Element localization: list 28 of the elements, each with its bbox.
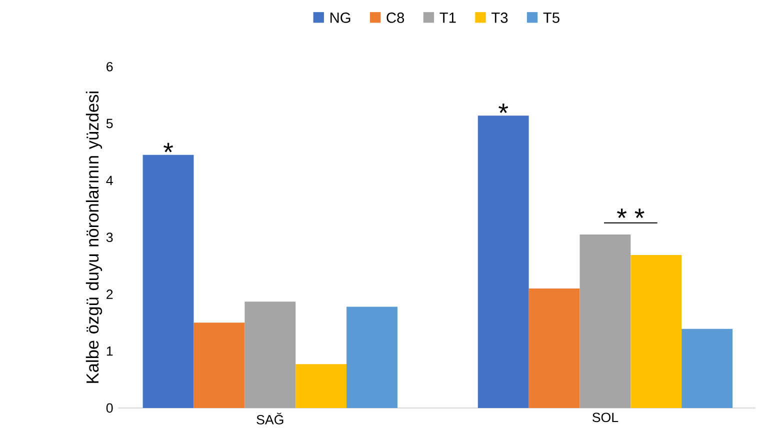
x-tick-label: SOL — [592, 412, 618, 422]
bar — [580, 234, 631, 408]
bar — [478, 116, 529, 408]
bar — [296, 364, 347, 408]
bar — [194, 322, 245, 408]
y-axis-title: Kalbe özgü duyu nöronlarının yüzdesi — [86, 92, 102, 383]
y-tick-label: 5 — [106, 118, 113, 128]
y-tick-label: 2 — [106, 290, 113, 299]
legend-label: C8 — [386, 12, 404, 23]
legend-label: T3 — [491, 12, 508, 23]
bar — [244, 302, 296, 408]
y-tick-label: 0 — [106, 403, 113, 413]
annotation: * — [164, 142, 174, 152]
x-tick-label: SAĞ — [256, 412, 284, 424]
bar — [346, 306, 398, 408]
bar — [528, 288, 580, 408]
legend-label: T1 — [440, 12, 456, 23]
y-tick-label: 4 — [106, 176, 113, 186]
legend-label: T5 — [543, 12, 560, 23]
y-tick-label: 1 — [106, 346, 113, 356]
bar — [142, 154, 194, 408]
bar — [630, 254, 682, 408]
bar — [682, 328, 733, 408]
annotation: * — [498, 104, 508, 113]
annotation: * * — [617, 208, 644, 218]
y-tick-label: 3 — [106, 232, 113, 242]
legend-label: NG — [330, 12, 350, 23]
y-tick-label: 6 — [106, 62, 113, 72]
